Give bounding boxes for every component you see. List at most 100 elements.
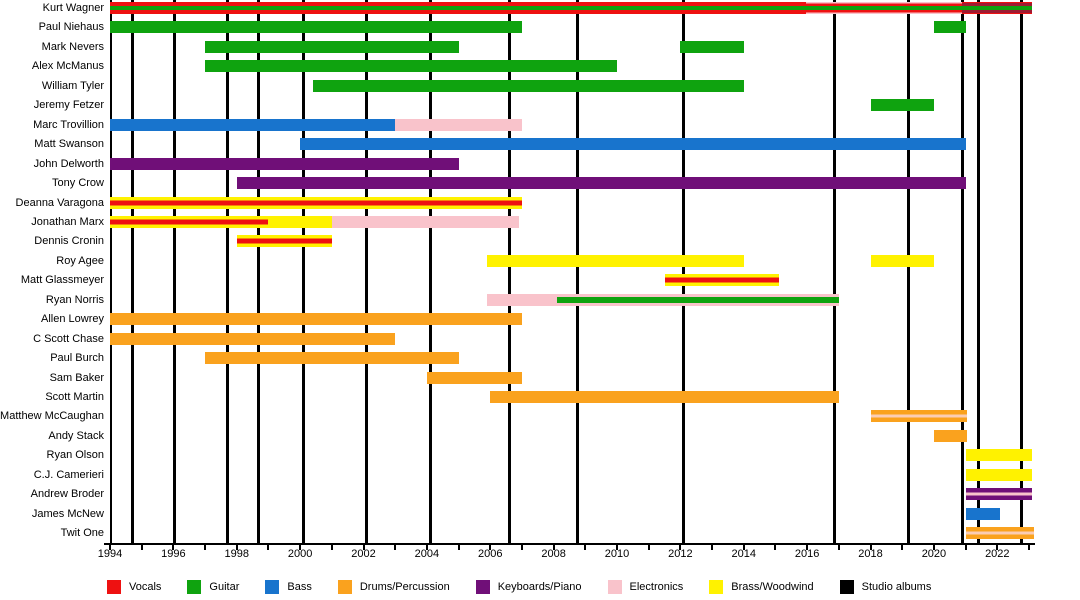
timeline-bar [805,2,963,14]
studio-album-line [301,0,305,543]
studio-album-line [507,0,511,543]
year-tick-label: 2012 [668,548,693,560]
member-label: Andrew Broder [30,488,104,501]
studio-album-line [832,0,836,543]
timeline-bar [965,488,1033,501]
year-tick-label: 2004 [414,548,440,560]
timeline-bar [965,527,1034,540]
timeline-bar [268,215,332,228]
legend-item-electronics: Electronics [607,580,684,594]
member-label: Sam Baker [49,371,104,384]
timeline-bar [962,2,1033,14]
member-label: Ryan Norris [45,293,104,306]
timeline-bar [110,157,459,170]
legend-swatch-bass [265,580,280,594]
member-label: Andy Stack [48,429,104,442]
legend-label: Guitar [209,581,240,593]
year-tick [616,545,619,550]
studio-album-line [173,0,177,543]
timeline-bar [965,507,1001,520]
legend-label: Drums/Percussion [359,581,450,593]
year-tick [584,545,587,550]
timeline-bar [110,196,522,209]
year-tick-label: 2008 [541,548,566,560]
legend-label: Bass [287,581,312,593]
timeline-bar [965,468,1033,481]
year-tick [996,545,999,550]
member-label: Scott Martin [45,391,104,403]
year-tick [869,545,872,550]
year-tick-label: 1998 [224,548,249,560]
timeline-bar [331,215,519,228]
year-tick [774,545,777,550]
year-tick [267,545,270,550]
member-label: Paul Burch [50,352,104,365]
legend-item-bass: Bass [265,580,312,594]
timeline-bar [110,2,806,14]
legend-label: Electronics [629,581,684,593]
year-tick [837,545,840,550]
timeline-bar [487,293,557,306]
legend-swatch-keyboards [475,580,490,594]
timeline-bar [490,391,839,403]
legend-label: Brass/Woodwind [731,581,814,593]
member-label: Matt Glassmeyer [20,274,104,287]
studio-album-line [257,0,261,543]
year-tick-label: 2000 [287,548,313,560]
year-tick [330,545,333,550]
member-label: Deanna Varagona [15,196,104,209]
legend-item-guitar: Guitar [187,580,239,594]
member-label: James McNew [31,507,104,520]
member-label: Ryan Olson [46,449,104,462]
timeline-bar [870,254,934,267]
timeline-bar [933,429,968,442]
member-label: Matthew McCaughan [0,410,104,423]
legend-swatch-electronics [607,580,622,594]
timeline-bar [965,449,1033,462]
year-tick [964,545,967,550]
timeline-bar [680,40,744,53]
year-tick [172,545,175,550]
member-label: Mark Nevers [41,40,104,53]
legend-label: Studio albums [861,581,932,593]
member-label: Jeremy Fetzer [33,99,104,112]
timeline-bar [110,215,269,228]
member-label: John Delworth [33,157,104,170]
studio-album-line [1019,0,1023,543]
timeline-bar [933,21,966,34]
year-tick [204,545,207,550]
year-tick [425,545,428,550]
legend-swatch-albums [839,580,854,594]
member-label: Tony Crow [52,177,104,190]
year-tick [140,545,143,550]
year-tick [711,545,714,550]
legend-swatch-brass [709,580,724,594]
year-tick [1028,545,1030,550]
year-tick [235,545,238,550]
timeline-bar [110,21,522,34]
member-label: Dennis Cronin [34,235,104,248]
studio-album-line [976,0,980,543]
studio-album-line [225,0,229,543]
member-label: William Tyler [41,79,104,92]
year-tick [457,545,460,550]
legend-item-brass: Brass/Woodwind [709,580,814,594]
member-label: Jonathan Marx [31,215,104,228]
year-tick [901,545,904,550]
year-tick-label: 2002 [351,548,376,560]
timeline-bar [556,293,839,306]
year-tick-label: 2010 [604,548,630,560]
timeline-bar [110,332,396,345]
timeline-bar [426,371,522,384]
year-tick [362,545,365,550]
timeline-bar [236,235,332,248]
legend-item-vocals: Vocals [107,580,161,594]
studio-album-line [575,0,579,543]
timeline-bar [870,410,968,423]
member-label: Alex McManus [31,60,104,73]
studio-album-line [130,0,134,543]
legend-item-drums: Drums/Percussion [337,580,450,594]
y-axis-line [110,0,112,545]
timeline-bar [236,177,966,190]
member-label: Paul Niehaus [38,21,104,34]
